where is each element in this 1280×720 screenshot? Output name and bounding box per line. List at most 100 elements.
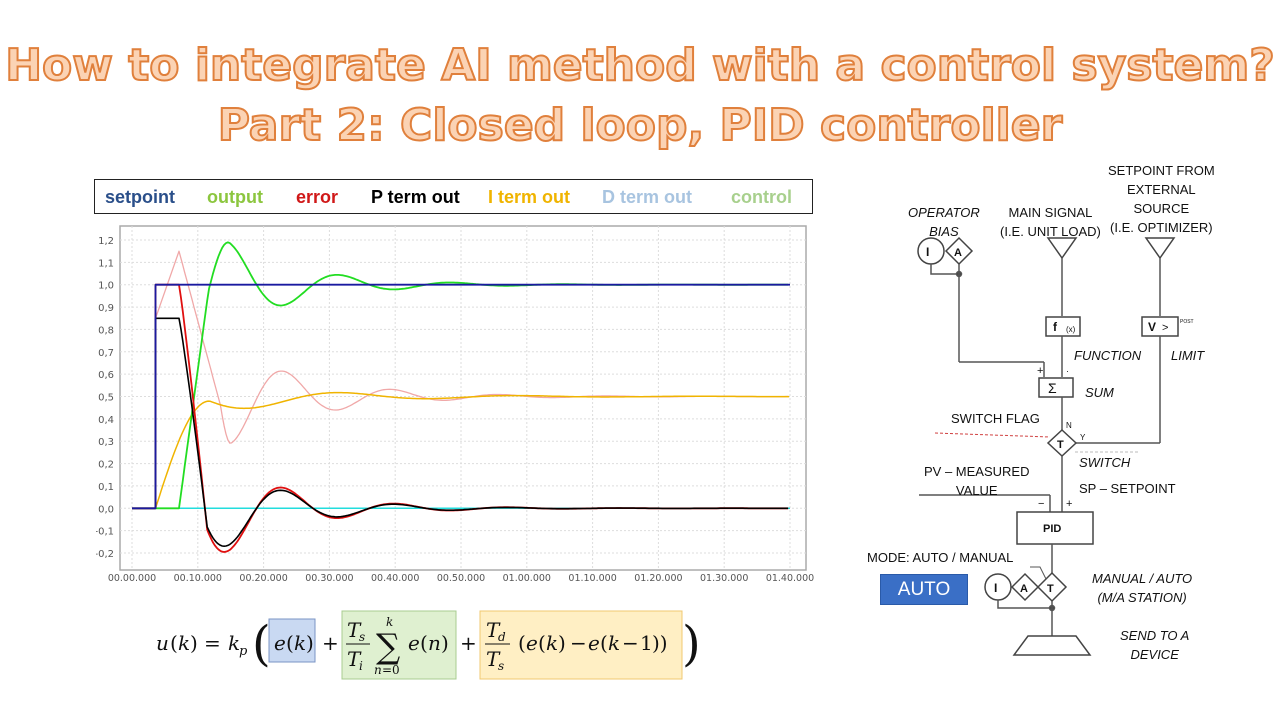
svg-text:n: n [374, 663, 382, 677]
bias-auto-diamond [944, 236, 974, 266]
ma-transfer-diamond [1036, 571, 1068, 603]
chart-legend: setpoint output error P term out I term … [94, 179, 813, 214]
svg-text:): ) [441, 631, 449, 655]
x-tick-label: 01.20.000 [634, 573, 682, 584]
svg-text:(: ( [600, 631, 608, 655]
y-tick-label: 1,0 [98, 281, 114, 292]
x-tick-label: 01.30.000 [700, 573, 748, 584]
svg-text:e: e [274, 631, 286, 655]
slide-title-line2: Part 2: Closed loop, PID controller [217, 99, 1064, 152]
pid-plus: + [1066, 498, 1072, 510]
sum-label: SUM [1085, 385, 1114, 400]
y-tick-label: 1,1 [98, 258, 114, 269]
device-trapezoid [1012, 635, 1092, 656]
svg-text:(: ( [518, 631, 526, 655]
svg-text:)): )) [652, 631, 668, 655]
svg-text:k: k [608, 631, 620, 655]
x-tick-label: 00.40.000 [371, 573, 419, 584]
function-label: FUNCTION [1074, 348, 1142, 363]
svg-text:+: + [322, 631, 339, 655]
svg-text:T: T [347, 618, 362, 642]
mode-label: MODE: AUTO / MANUAL [867, 550, 1014, 565]
svg-text:=0: =0 [382, 663, 400, 677]
svg-text:p: p [239, 644, 248, 659]
external-setpoint-triangle [1144, 237, 1176, 260]
pid-label: PID [1043, 523, 1061, 535]
y-tick-label: 0,7 [98, 348, 114, 359]
svg-text:k: k [178, 631, 190, 655]
legend-control: control [731, 187, 792, 207]
ma-indicator-circle [984, 573, 1012, 601]
svg-text:T: T [486, 618, 501, 642]
x-tick-label: 01.40.000 [766, 573, 814, 584]
svg-text:s: s [498, 659, 504, 673]
svg-text:e: e [588, 631, 600, 655]
y-tick-label: 0,1 [98, 482, 114, 493]
pid-response-chart: 1,2 1,1 1,0 0,9 0,8 0,7 0,6 0,5 0,4 0,3 0,2 0,1 0,0 -… [96, 225, 814, 584]
svg-text:u: u [156, 631, 169, 655]
send-to-device-label: SEND TO A DEVICE [1120, 628, 1190, 662]
y-tick-label: 1,2 [98, 236, 114, 247]
svg-text:(: ( [420, 631, 428, 655]
svg-text:T: T [347, 647, 362, 671]
switch-flag-label: SWITCH FLAG [951, 411, 1040, 426]
pid-minus: − [1038, 498, 1044, 510]
svg-text:>: > [1162, 322, 1168, 334]
x-tick-label: 00.30.000 [305, 573, 353, 584]
switch-label: SWITCH [1079, 455, 1131, 470]
svg-text:k: k [546, 631, 558, 655]
y-tick-label: -0,2 [96, 549, 114, 560]
svg-text:e: e [408, 631, 420, 655]
svg-text:−: − [570, 631, 587, 655]
legend-error: error [296, 187, 339, 207]
sp-label: SP – SETPOINT [1079, 481, 1176, 496]
switch-y-label: Y [1080, 433, 1086, 442]
svg-text:k: k [386, 615, 393, 629]
svg-text:n: n [428, 631, 441, 655]
svg-text:−: − [622, 631, 639, 655]
slide-title-line1: How to integrate AI method with a contro… [4, 39, 1276, 92]
y-tick-label: 0,9 [98, 303, 114, 314]
d-term-highlight [479, 610, 683, 680]
function-f-label: f [1053, 320, 1058, 334]
y-tick-label: 0,2 [98, 460, 114, 471]
x-tick-label: 00.20.000 [239, 573, 287, 584]
svg-text:): ) [306, 631, 314, 655]
sum-block [1038, 377, 1074, 398]
ma-t-label: T [1047, 583, 1054, 595]
pid-block [1016, 511, 1094, 545]
svg-text:POST: POST [1180, 319, 1194, 325]
y-tick-label: 0,5 [98, 393, 114, 404]
svg-text:): ) [558, 631, 566, 655]
auto-mode-button[interactable]: AUTO [880, 574, 968, 605]
svg-text:(: ( [252, 616, 271, 672]
svg-text:T: T [486, 647, 501, 671]
y-tick-label: 0,8 [98, 325, 114, 336]
ma-station-label: MANUAL / AUTO (M/A STATION) [1092, 571, 1193, 605]
bias-indicator-circle [917, 237, 945, 265]
y-tick-label: -0,1 [96, 527, 114, 538]
pid-formula: u (k) = kp ( e(k) + Ts Ti ∑ k n =0 e(n) +… [156, 610, 701, 680]
p-term-highlight [268, 618, 316, 663]
external-setpoint-label: SETPOINT FROM EXTERNAL SOURCE (I.E. OPTI… [1108, 163, 1215, 235]
svg-text:1: 1 [640, 631, 653, 655]
main-signal-label: MAIN SIGNAL (I.E. UNIT LOAD) [1000, 205, 1101, 239]
legend-setpoint: setpoint [105, 187, 175, 207]
svg-text:(: ( [286, 631, 294, 655]
legend-d-term: D term out [602, 187, 692, 207]
i-term-series-line [132, 391, 790, 510]
legend-p-term: P term out [371, 187, 460, 207]
switch-n-label: N [1066, 421, 1072, 430]
operator-bias-label: OPERATOR BIAS [908, 205, 980, 239]
y-tick-label: 0,0 [98, 504, 114, 515]
svg-text:): ) [190, 631, 198, 655]
x-tick-label: 00.10.000 [174, 573, 222, 584]
setpoint-series-line [132, 283, 790, 510]
svg-text:(: ( [170, 631, 178, 655]
main-signal-input-triangle [1046, 237, 1078, 260]
function-block [1045, 316, 1081, 337]
control-loop-diagram: I A f (x) V > POST Σ + · T N Y − + PID I… [917, 236, 1194, 656]
svg-text:(x): (x) [1066, 325, 1076, 334]
pv-label: PV – MEASURED VALUE [924, 464, 1030, 498]
sum-plus: + [1037, 365, 1043, 377]
